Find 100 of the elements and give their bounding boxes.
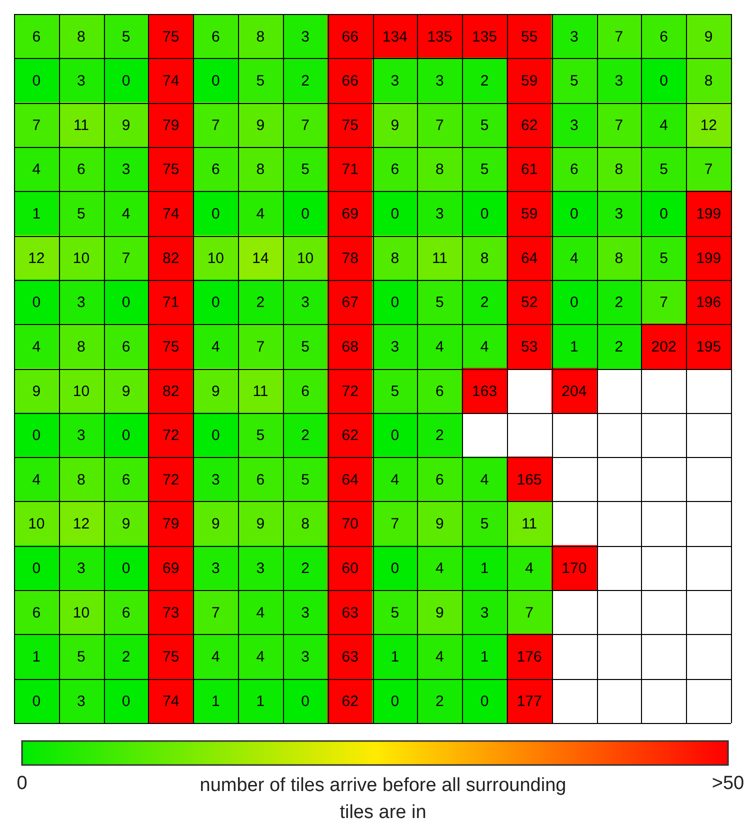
data-label: 64 <box>342 471 358 488</box>
data-label: 66 <box>342 28 358 46</box>
data-label: 10 <box>72 250 90 267</box>
data-label: 11 <box>522 516 538 533</box>
data-label: 7 <box>660 294 668 312</box>
data-label: 0 <box>660 72 668 90</box>
data-label: 2 <box>301 560 310 578</box>
data-label: 5 <box>480 116 489 134</box>
data-label: 3 <box>211 471 220 488</box>
data-label: 2 <box>480 294 489 312</box>
data-label: 0 <box>390 692 400 710</box>
data-label: 10 <box>72 604 90 622</box>
data-label: 5 <box>390 604 400 622</box>
data-label: 199 <box>696 250 722 267</box>
data-label: 199 <box>696 206 722 223</box>
data-label: 1 <box>211 692 220 710</box>
data-label: 4 <box>256 648 265 666</box>
data-label: 71 <box>342 161 358 178</box>
data-label: 1 <box>390 648 400 666</box>
data-label: 3 <box>390 338 400 356</box>
data-label: 4 <box>525 560 534 578</box>
data-label: 8 <box>436 161 444 178</box>
data-label: 5 <box>390 382 400 400</box>
data-label: 9 <box>211 516 220 533</box>
data-label: 12 <box>72 516 90 533</box>
data-label: 6 <box>211 161 220 178</box>
data-label: 0 <box>660 206 668 223</box>
data-label: 4 <box>436 560 444 578</box>
data-label: 75 <box>162 28 180 46</box>
data-label: 8 <box>704 72 713 90</box>
data-label: 10 <box>72 382 90 400</box>
data-label: 67 <box>342 294 358 312</box>
data-label: 3 <box>436 206 444 223</box>
data-label: 5 <box>256 72 265 90</box>
data-label: 2 <box>122 648 130 666</box>
data-label: 0 <box>480 692 489 710</box>
data-label: 0 <box>32 427 41 444</box>
data-label: 2 <box>436 692 444 710</box>
data-label: 9 <box>122 116 130 134</box>
data-label: 5 <box>480 516 489 533</box>
data-label: 4 <box>122 206 130 223</box>
data-label: 3 <box>256 560 265 578</box>
data-label: 61 <box>521 161 538 178</box>
data-label: 0 <box>390 206 400 223</box>
data-label: 74 <box>162 206 180 223</box>
data-label: 4 <box>660 116 668 134</box>
data-label: 8 <box>301 516 310 533</box>
color-bar-label: 0 <box>16 773 28 794</box>
data-label: 9 <box>122 382 130 400</box>
data-label: 5 <box>77 206 86 223</box>
data-label: 10 <box>207 250 224 267</box>
data-label: 8 <box>390 250 400 267</box>
color-bar-label: >50 <box>712 773 744 794</box>
data-label: 6 <box>32 604 41 622</box>
data-label: 9 <box>436 516 444 533</box>
data-label: 5 <box>122 28 130 46</box>
data-label: 9 <box>211 382 220 400</box>
data-label: 0 <box>122 692 130 710</box>
data-label: 1 <box>570 338 578 356</box>
data-label: 1 <box>480 648 489 666</box>
data-label: 5 <box>570 72 578 90</box>
data-label: 55 <box>521 28 538 46</box>
data-label: 1 <box>32 648 41 666</box>
data-label: 4 <box>570 250 578 267</box>
data-label: 63 <box>342 604 358 622</box>
data-label: 0 <box>122 427 130 444</box>
data-label: 62 <box>342 692 358 710</box>
data-label: 4 <box>32 338 41 356</box>
data-label: 202 <box>651 338 676 356</box>
data-label: 176 <box>516 648 542 666</box>
data-label: 6 <box>122 471 130 488</box>
data-label: 0 <box>390 560 400 578</box>
data-label: 79 <box>162 516 180 533</box>
data-label: 195 <box>696 338 722 356</box>
data-label: 5 <box>660 161 668 178</box>
data-label: 0 <box>211 427 220 444</box>
data-label: 177 <box>516 692 542 710</box>
data-label: 4 <box>480 338 489 356</box>
data-label: 3 <box>570 28 578 46</box>
data-label: 165 <box>516 471 542 488</box>
data-label: 0 <box>32 294 41 312</box>
data-label: 3 <box>436 72 444 90</box>
data-label: 0 <box>390 294 400 312</box>
data-label: 63 <box>342 648 358 666</box>
data-label: 3 <box>480 604 489 622</box>
data-label: 4 <box>211 648 220 666</box>
data-label: 7 <box>436 116 444 134</box>
data-label: 3 <box>301 604 310 622</box>
data-label: 7 <box>301 116 310 134</box>
data-label: 75 <box>162 161 180 178</box>
data-label: 4 <box>32 471 41 488</box>
data-label: 2 <box>614 294 624 312</box>
data-label: 10 <box>296 250 314 267</box>
data-label: 3 <box>301 294 310 312</box>
data-label: 3 <box>301 648 310 666</box>
data-label: 12 <box>28 250 45 267</box>
data-label: 75 <box>342 116 358 134</box>
data-label: 1 <box>480 560 489 578</box>
data-label: 72 <box>162 427 180 444</box>
data-label: 68 <box>342 338 358 356</box>
